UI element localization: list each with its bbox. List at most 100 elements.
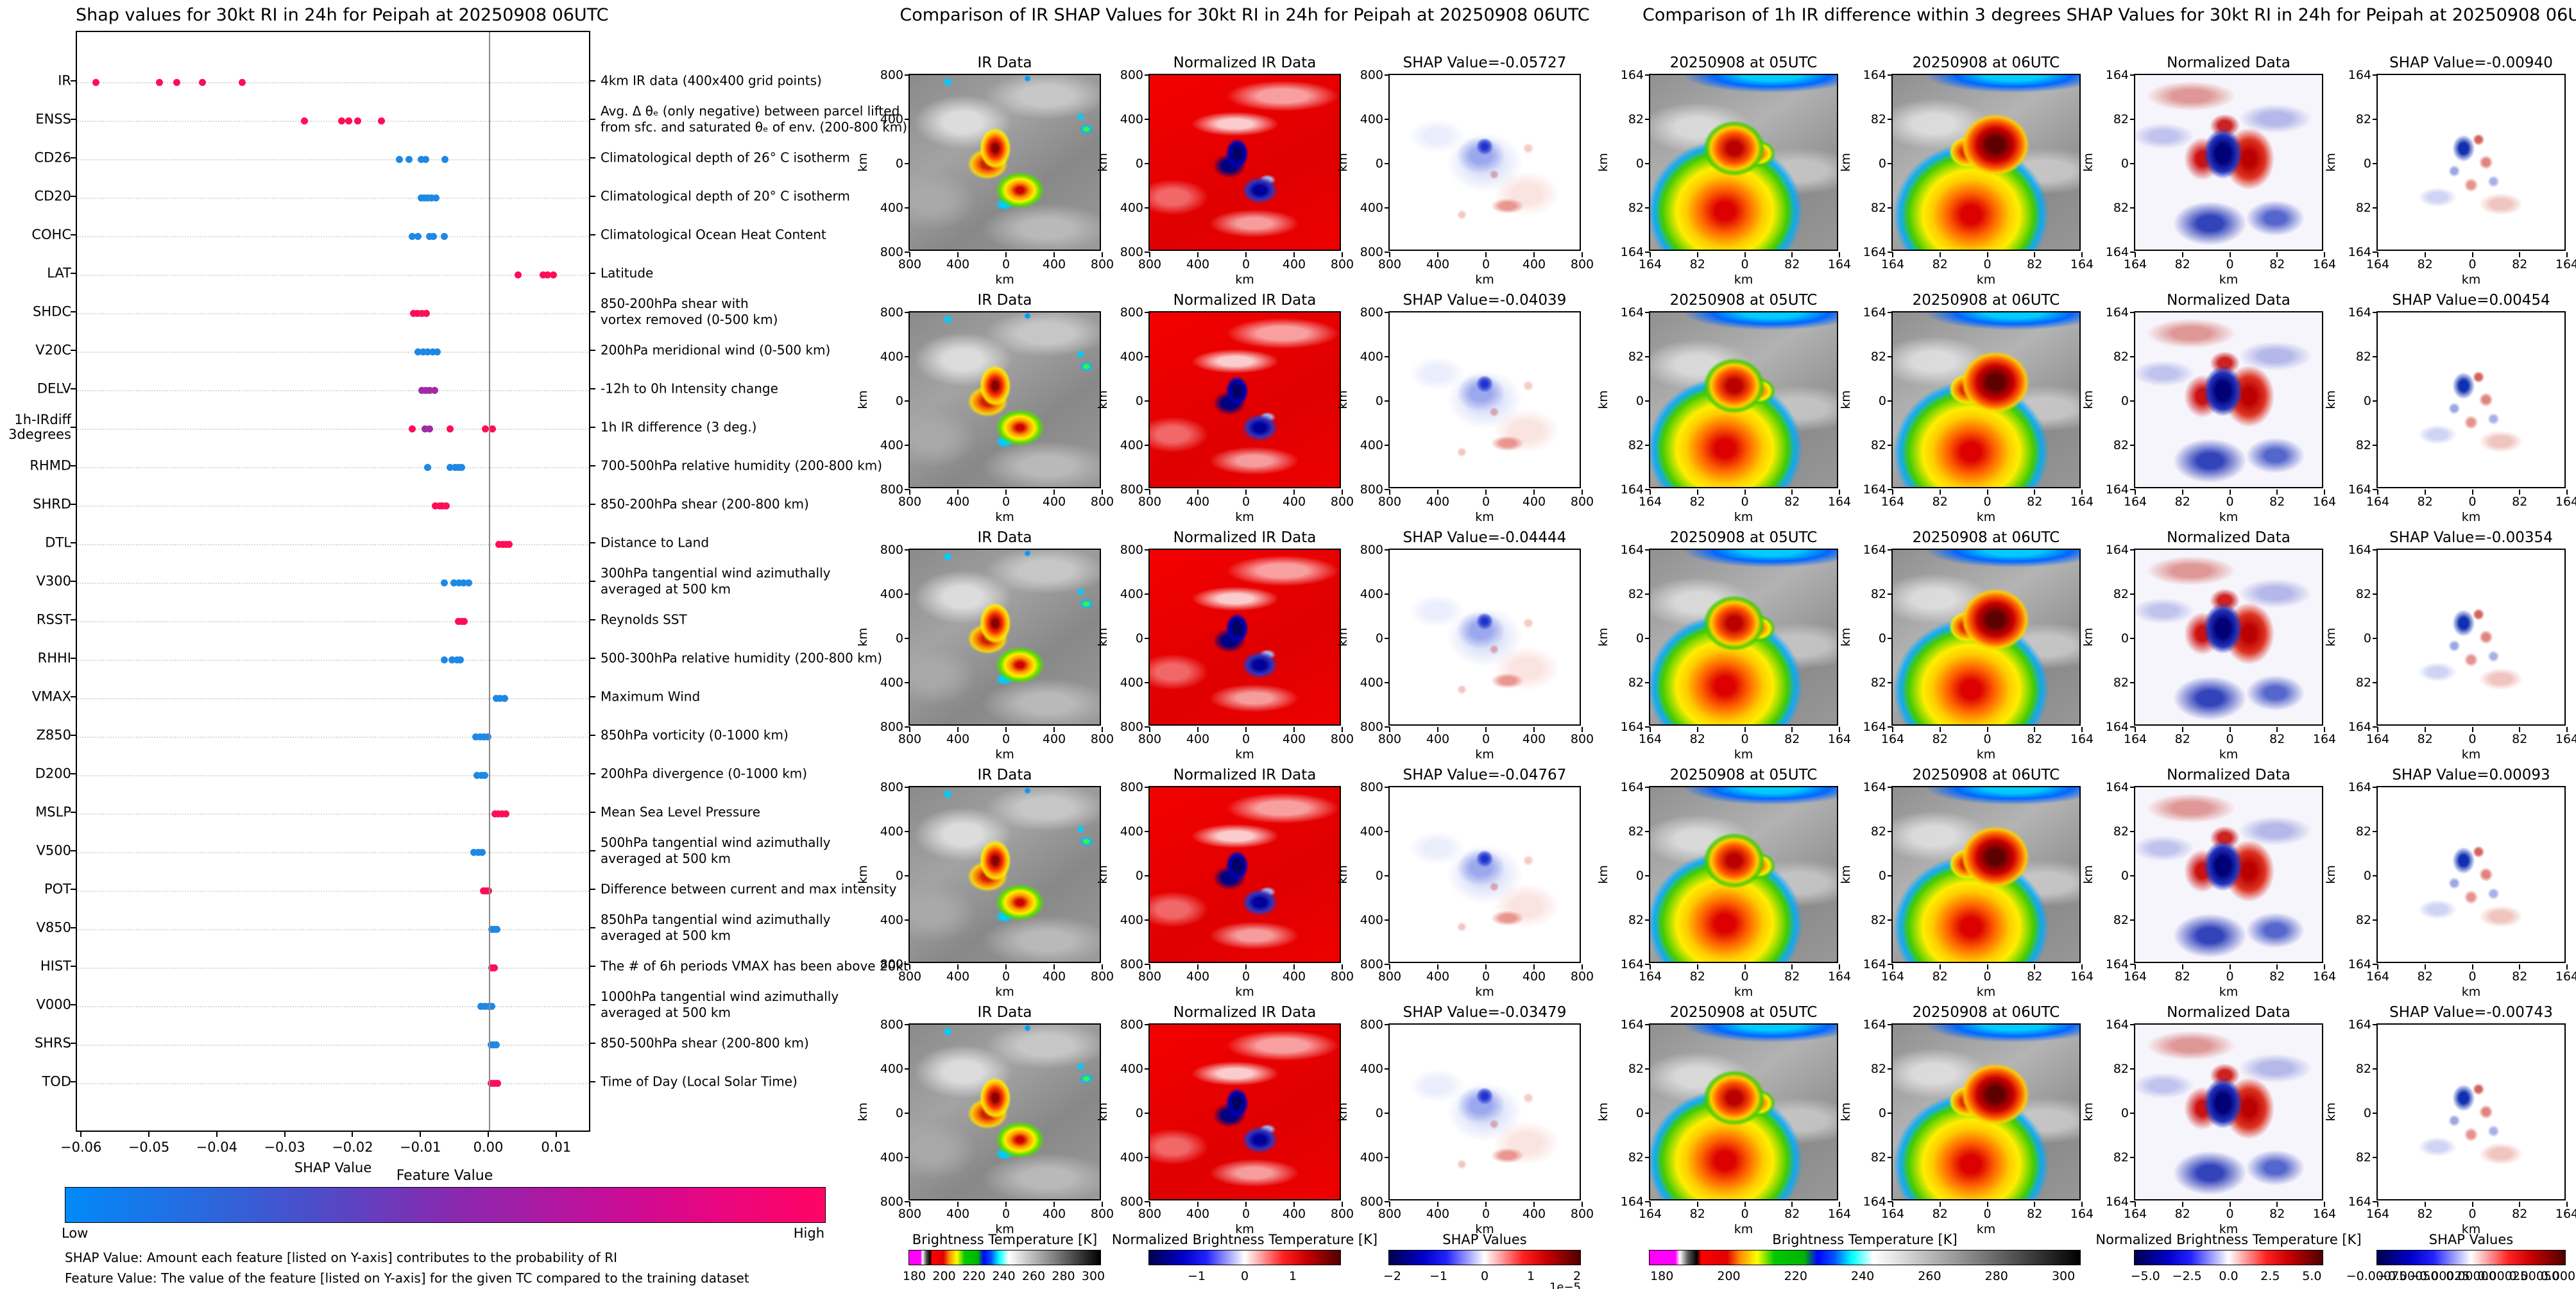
y-tick-label: 800 bbox=[1360, 1018, 1383, 1032]
feature-label-cd26: CD26 bbox=[34, 149, 71, 166]
shap-point bbox=[423, 309, 431, 317]
shap-point bbox=[442, 502, 450, 509]
subplot-title: 20250908 at 06UTC bbox=[1912, 767, 2060, 783]
feature-description: 500hPa tangential wind azimuthally avera… bbox=[601, 835, 831, 866]
x-tick-label: 0 bbox=[1481, 495, 1490, 509]
shap-point bbox=[493, 925, 501, 933]
x-axis-unit: km bbox=[995, 985, 1014, 999]
x-tick-mark bbox=[1149, 252, 1150, 257]
x-tick-mark bbox=[1197, 1202, 1198, 1207]
x-tick-label: 800 bbox=[1330, 732, 1354, 746]
y-tick-mark bbox=[2130, 549, 2135, 551]
x-tick-mark bbox=[957, 727, 959, 732]
normalized-bt-colorbar-bar bbox=[2134, 1250, 2323, 1265]
y-tick-label: 0 bbox=[895, 1106, 903, 1120]
y-tick-label: 0 bbox=[1135, 631, 1143, 645]
y-tick-mark bbox=[905, 400, 910, 402]
y-tick-mark bbox=[2373, 919, 2378, 921]
feature-description: 850hPa tangential wind azimuthally avera… bbox=[601, 912, 831, 943]
ir-data-map bbox=[910, 312, 1100, 487]
y-tick-label: 82 bbox=[1870, 1062, 1886, 1076]
x-tick-label: 0 bbox=[1481, 969, 1490, 984]
y-tick-label: 164 bbox=[1863, 1195, 1886, 1209]
normalized-bt-colorbar: Normalized Brightness Temperature [K] −1 0… bbox=[1112, 1232, 1378, 1287]
y-tick-label: 800 bbox=[1120, 780, 1143, 794]
x-tick-label: 0 bbox=[1002, 495, 1011, 509]
feature-label-shrs: SHRS bbox=[34, 1035, 71, 1051]
y-tick-label: 82 bbox=[1870, 350, 1886, 364]
x-tick-label: 0 bbox=[1241, 495, 1250, 509]
x-tick-label: 0 bbox=[1741, 257, 1749, 271]
x-tick-label: −0.05 bbox=[128, 1140, 170, 1155]
normalized-bt-colorbar-title: Normalized Brightness Temperature [K] bbox=[1111, 1232, 1378, 1247]
x-tick-label: 0 bbox=[1002, 1207, 1011, 1221]
y-tick-mark bbox=[1145, 593, 1150, 595]
x-tick-mark bbox=[1437, 727, 1438, 732]
shap-point bbox=[440, 656, 448, 663]
y-tick-label: 82 bbox=[1628, 1150, 1644, 1165]
y-tick-mark bbox=[2130, 875, 2135, 876]
x-tick-label: 400 bbox=[1282, 969, 1306, 984]
right-subplot-r4c2: 20250908 at 06UTC 164 82 0 82 164 km 164 82 0 82 16… bbox=[1839, 767, 2094, 999]
y-tick-mark bbox=[71, 427, 76, 428]
right-subplot-r5c4: SHAP Value=-0.00743 164 82 0 82 164 km 164 82 0 82… bbox=[2324, 1004, 2576, 1236]
x-tick-mark bbox=[1293, 1202, 1295, 1207]
normalized-ir-data-map bbox=[1150, 787, 1340, 962]
feature-description: Climatological depth of 26° C isotherm bbox=[601, 149, 850, 166]
subplot-title: IR Data bbox=[977, 292, 1032, 309]
colorbar-tick-label: 260 bbox=[1918, 1269, 1941, 1283]
y-axis-unit: km bbox=[1596, 865, 1610, 884]
feature-label-z850: Z850 bbox=[36, 727, 71, 743]
shap-value-map bbox=[2378, 787, 2564, 962]
y-tick-mark bbox=[1888, 919, 1893, 921]
y-tick-mark bbox=[2130, 489, 2135, 490]
y-tick-mark bbox=[1385, 1201, 1390, 1202]
feature-label-shrd: SHRD bbox=[33, 496, 71, 512]
colorbar-tick-label: 0 bbox=[1240, 1269, 1249, 1283]
y-tick-mark bbox=[1145, 74, 1150, 76]
y-tick-label: 400 bbox=[1360, 438, 1383, 452]
x-tick-mark bbox=[80, 1132, 82, 1137]
x-tick-mark bbox=[1744, 1202, 1746, 1207]
y-tick-label: 164 bbox=[2105, 957, 2129, 971]
y-tick-label: 164 bbox=[2105, 780, 2129, 794]
shap-point bbox=[460, 579, 468, 586]
y-tick-mark bbox=[905, 74, 910, 76]
feature-label-cohc: COHC bbox=[31, 226, 71, 243]
y-tick-label: 0 bbox=[1635, 1106, 1644, 1120]
y-tick-mark bbox=[2373, 549, 2378, 551]
shap-point bbox=[440, 579, 448, 586]
y-tick-mark bbox=[2130, 1201, 2135, 1202]
shap-point bbox=[429, 348, 436, 355]
y-tick-label: 400 bbox=[1360, 913, 1383, 927]
ir-data-map bbox=[910, 787, 1100, 962]
ir-06utc-map bbox=[1893, 550, 2079, 724]
x-tick-label: 0 bbox=[1741, 495, 1749, 509]
y-tick-mark bbox=[1385, 119, 1390, 120]
colorbar-tick-label: 180 bbox=[902, 1269, 926, 1283]
x-tick-mark bbox=[1533, 1202, 1535, 1207]
y-tick-mark bbox=[2373, 252, 2378, 253]
colorbar-tick-label: −5.0 bbox=[2130, 1269, 2160, 1283]
shap-point bbox=[424, 463, 432, 471]
y-tick-label: 82 bbox=[2355, 1150, 2371, 1165]
x-tick-mark bbox=[2424, 964, 2426, 969]
y-tick-label: 400 bbox=[1360, 824, 1383, 839]
x-tick-mark bbox=[488, 1132, 489, 1137]
right-subplot-r4c3: Normalized Data 164 82 0 82 164 km 164 82 0 82 164 k… bbox=[2081, 767, 2336, 999]
x-tick-mark bbox=[1149, 490, 1150, 495]
x-tick-mark bbox=[2377, 727, 2378, 732]
x-tick-label: 400 bbox=[1042, 257, 1066, 271]
x-axis-unit: km bbox=[2461, 1222, 2481, 1236]
x-tick-label: 400 bbox=[946, 732, 970, 746]
y-tick-mark bbox=[2130, 207, 2135, 209]
y-axis-unit: km bbox=[2323, 865, 2338, 884]
y-tick-mark bbox=[1888, 400, 1893, 402]
y-axis-unit: km bbox=[2323, 153, 2338, 172]
x-tick-label: 400 bbox=[1042, 495, 1066, 509]
x-tick-label: 800 bbox=[1378, 1207, 1402, 1221]
y-axis-unit: km bbox=[1838, 1102, 1853, 1122]
x-tick-mark bbox=[1533, 490, 1535, 495]
x-tick-mark bbox=[2566, 490, 2568, 495]
desc-tick-mark bbox=[590, 966, 595, 967]
